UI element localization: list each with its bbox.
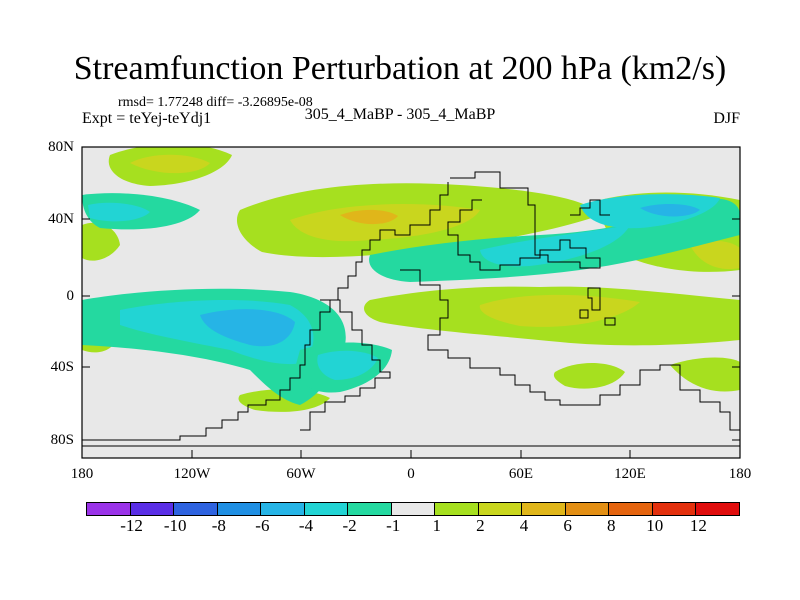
colorbar-swatch xyxy=(87,503,131,515)
colorbar-label: 2 xyxy=(476,516,485,535)
rmsd-stats: rmsd= 1.77248 diff= -3.26895e-08 xyxy=(118,95,313,110)
x-tick-label: 120E xyxy=(614,466,646,482)
contour-negative-north-pacific-inner xyxy=(88,202,150,222)
colorbar-label: -8 xyxy=(211,516,226,535)
colorbar-swatch xyxy=(304,503,349,515)
colorbar-label: -10 xyxy=(163,516,187,535)
contour-positive-4-atlantic xyxy=(340,209,398,225)
colorbar-swatch xyxy=(217,503,262,515)
x-tick-label: 180 xyxy=(728,466,752,482)
colorbar-swatch xyxy=(435,503,479,515)
colorbar-swatch xyxy=(522,503,566,515)
colorbar-swatch xyxy=(478,503,523,515)
colorbar-swatch xyxy=(565,503,610,515)
contour-fields xyxy=(82,147,740,412)
coastline-south-america xyxy=(300,299,391,431)
colorbar-swatch xyxy=(609,503,653,515)
colorbar-swatch xyxy=(261,503,305,515)
x-tick-label: 0 xyxy=(407,466,415,482)
colorbar-label: 6 xyxy=(563,516,572,535)
coastlines xyxy=(82,171,740,447)
contour-positive-2-east-asia xyxy=(690,240,740,270)
colorbar-swatch xyxy=(130,503,175,515)
colorbar-swatch xyxy=(174,503,218,515)
colorbar-label: 10 xyxy=(646,516,664,535)
contour-negative-4-tropical-pacific xyxy=(200,309,295,347)
colorbar-swatch xyxy=(391,503,436,515)
colorbar-swatch xyxy=(652,503,697,515)
coastline-africa xyxy=(400,269,740,431)
x-tick-label: 180 xyxy=(70,466,94,482)
contour-positive-south-east xyxy=(670,357,740,392)
x-tick-label: 60W xyxy=(286,466,316,482)
y-tick-label: 80N xyxy=(48,139,74,155)
colorbar-label: -2 xyxy=(342,516,357,535)
colorbar-label: -1 xyxy=(386,516,401,535)
case-label: 305_4_MaBP - 305_4_MaBP xyxy=(304,106,496,123)
contour-positive-west-pacific xyxy=(82,222,120,261)
colorbar-label: -6 xyxy=(255,516,270,535)
colorbar-label: 4 xyxy=(519,516,529,535)
tick-marks xyxy=(82,146,740,458)
colorbar-label: 1 xyxy=(432,516,442,535)
coastline-arctic xyxy=(570,199,610,216)
experiment-label: Expt = teYej-teYdj1 xyxy=(82,110,212,127)
contour-positive-south-indian xyxy=(553,363,625,389)
y-tick-label: 40N xyxy=(48,211,74,227)
colorbar-label: 8 xyxy=(606,516,616,535)
coastline-islands xyxy=(579,287,616,326)
colorbar-swatch xyxy=(696,503,739,515)
contour-negative-4-east-asia xyxy=(640,204,700,217)
colorbar-swatch xyxy=(348,503,392,515)
x-tick-label: 120W xyxy=(173,466,211,482)
coastline-eurasia xyxy=(447,171,601,271)
x-tick-label: 60E xyxy=(508,466,534,482)
colorbar-label: 12 xyxy=(689,516,707,535)
coastline-americas xyxy=(82,182,449,441)
y-tick-label: 0 xyxy=(66,288,75,304)
contour-negative-2-asia xyxy=(480,225,630,267)
contour-negative-2-south-atlantic xyxy=(317,350,378,380)
y-tick-label: 80S xyxy=(50,432,74,448)
colorbar-label: -4 xyxy=(298,516,314,535)
season-label: DJF xyxy=(713,110,740,127)
y-tick-label: 40S xyxy=(50,359,74,375)
contour-positive-2-pacific xyxy=(130,154,210,174)
figure-title: Streamfunction Perturbation at 200 hPa (… xyxy=(73,50,727,87)
colorbar-label: -12 xyxy=(120,516,143,535)
colorbar xyxy=(86,502,740,516)
